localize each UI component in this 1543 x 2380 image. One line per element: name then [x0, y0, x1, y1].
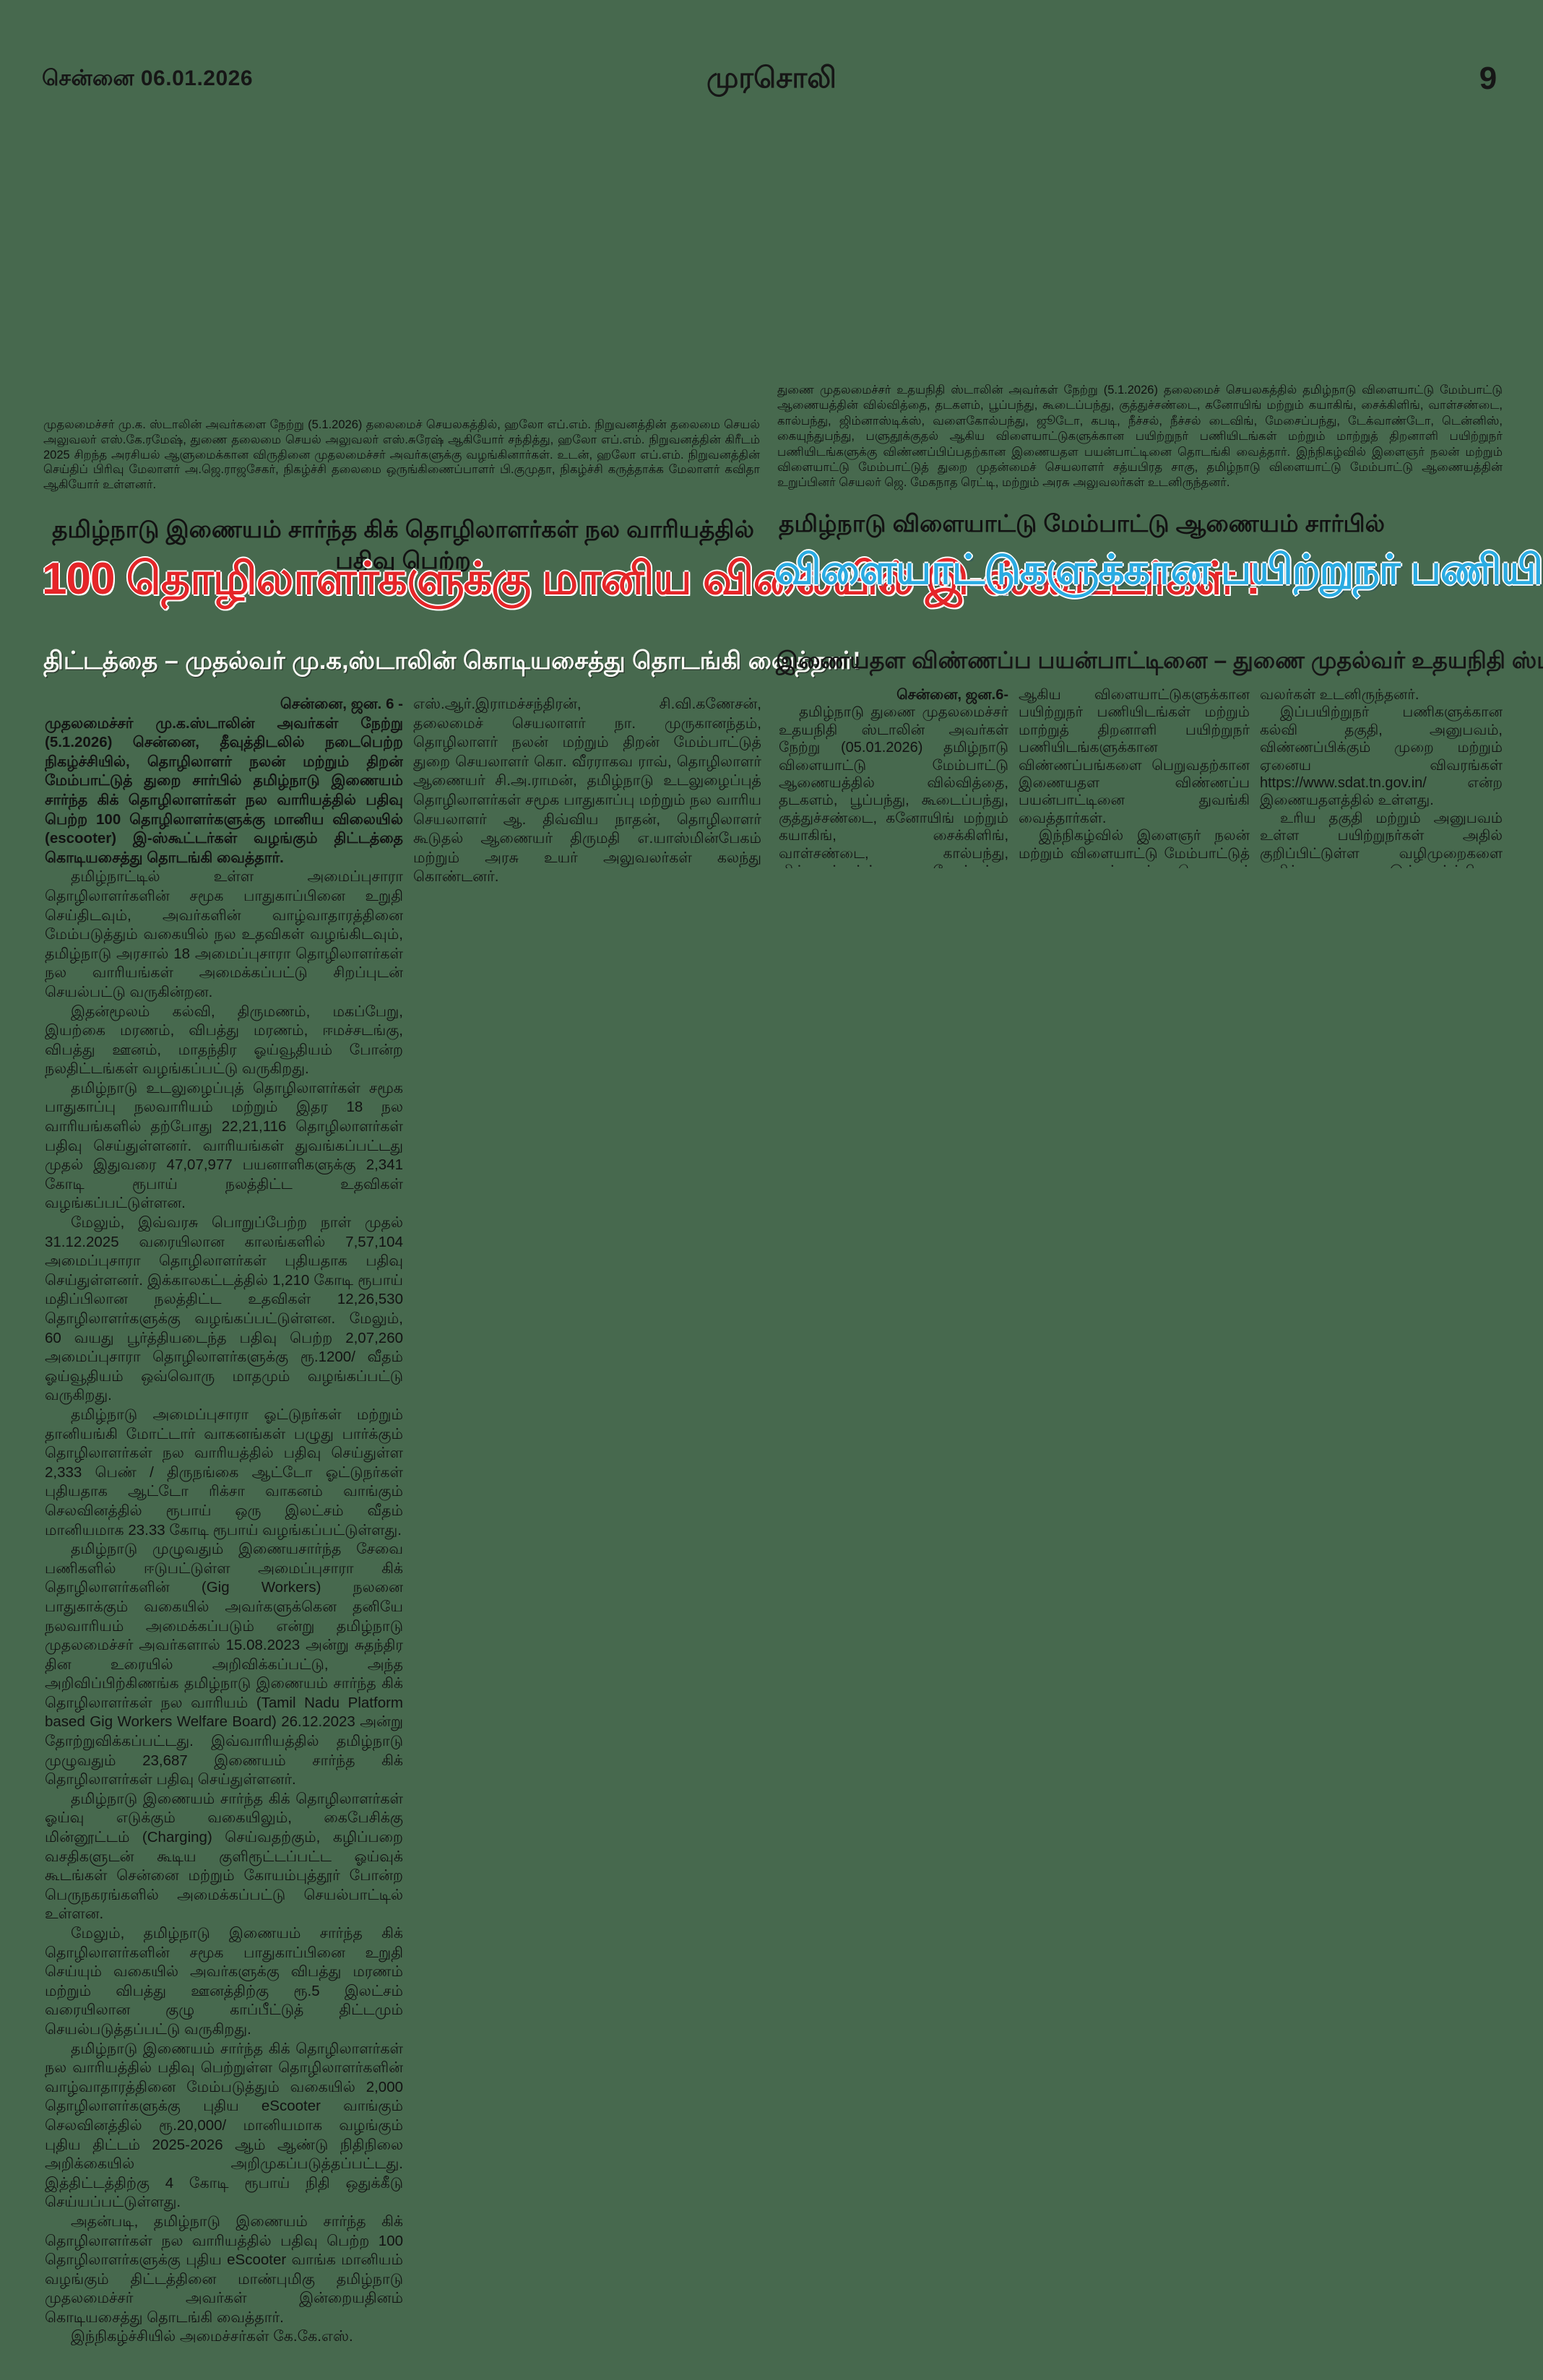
left-article-paragraph: தமிழ்நாடு அமைப்புசாரா ஓட்டுநர்கள் மற்றும…	[45, 1406, 403, 1539]
right-article-paragraph: இப்பயிற்றுநர் பணிகளுக்கான கல்வி தகுதி, அ…	[1260, 704, 1503, 809]
masthead-title: முரசொலி	[706, 62, 837, 94]
right-article-dateline: சென்னை, ஜன.6-	[896, 687, 1008, 703]
left-article-paragraph: தமிழ்நாட்டில் உள்ள அமைப்புசாரா தொழிலாளர்…	[45, 868, 403, 1000]
left-article-column-1: சென்னை, ஜன. 6 - முதலமைச்சர் மு.க.ஸ்டாலின…	[45, 695, 403, 2371]
left-article-paragraph: தமிழ்நாடு உடலுழைப்புத் தொழிலாளர்கள் சமூக…	[45, 1079, 403, 1212]
page-number: 9	[1479, 61, 1497, 96]
right-article-paragraph: இந்நிகழ்வில் இளைஞர் நலன் மற்றும் விளையாட…	[1019, 828, 1250, 868]
left-article-paragraph: மேலும், தமிழ்நாடு இணையம் சார்ந்த கிக் தொ…	[45, 1925, 403, 2038]
right-article-paragraph: வலர்கள் உடனிருந்தனர்.	[1260, 687, 1419, 703]
edition-date: சென்னை 06.01.2026	[42, 66, 254, 90]
left-article-paragraph: இந்நிகழ்ச்சியில் அமைச்சர்கள் கே.கே.எஸ்.	[71, 2328, 353, 2345]
left-article-paragraph: தமிழ்நாடு இணையம் சார்ந்த கிக் தொழிலாளர்க…	[45, 1790, 403, 1923]
left-article-paragraph: தமிழ்நாடு முழுவதும் இணையசார்ந்த சேவை பணி…	[45, 1541, 403, 1788]
left-photo-caption: முதலமைச்சர் மு.க. ஸ்டாலின் அவர்களை நேற்ற…	[43, 418, 760, 492]
left-article-kicker: தமிழ்நாடு இணையம் சார்ந்த கிக் தொழிலாளர்க…	[52, 516, 754, 574]
right-article-kicker: தமிழ்நாடு விளையாட்டு மேம்பாட்டு ஆணையம் ச…	[779, 510, 1385, 537]
left-article-paragraph: இதன்மூலம் கல்வி, திருமணம், மகப்பேறு, இயற…	[45, 1003, 403, 1078]
right-article-column-2: ஆகிய விளையாட்டுகளுக்கான பயிற்றுநர் பணியி…	[1019, 686, 1250, 868]
right-article-paragraph: தமிழ்நாடு துணை முதலமைச்சர் உதயநிதி ஸ்டால…	[779, 704, 1008, 868]
left-article-lead-paragraph: முதலமைச்சர் மு.க.ஸ்டாலின் அவர்கள் நேற்று…	[45, 714, 403, 866]
right-article-column-1: சென்னை, ஜன.6- தமிழ்நாடு துணை முதலமைச்சர்…	[779, 686, 1008, 868]
left-article-paragraph: தமிழ்நாடு இணையம் சார்ந்த கிக் தொழிலாளர்க…	[45, 2040, 403, 2211]
right-article-subheadline: இணையதள விண்ணப்ப பயன்பாட்டினை – துணை முதல…	[776, 647, 1543, 673]
left-article-subheadline: திட்டத்தை – முதல்வர் மு.க,ஸ்டாலின் கொடிய…	[43, 647, 861, 675]
right-article-paragraph: உரிய தகுதி மற்றும் அனுபவம் உள்ள பயிற்றுந…	[1260, 810, 1503, 868]
left-article-paragraph: மேலும், இவ்வரசு பொறுப்பேற்ற நாள் முதல் 3…	[45, 1214, 403, 1404]
right-article-column-3: வலர்கள் உடனிருந்தனர். இப்பயிற்றுநர் பணிக…	[1260, 686, 1503, 868]
left-article-paragraph: அதன்படி, தமிழ்நாடு இணையம் சார்ந்த கிக் த…	[45, 2212, 403, 2326]
right-article-paragraph: ஆகிய விளையாட்டுகளுக்கான பயிற்றுநர் பணியி…	[1019, 687, 1250, 826]
left-article-column-2: எஸ்.ஆர்.இராமச்சந்திரன், சி.வி.கணேசன், தல…	[413, 695, 761, 933]
left-article-continuation: எஸ்.ஆர்.இராமச்சந்திரன், சி.வி.கணேசன், தல…	[413, 696, 761, 886]
right-photo-caption: துணை முதலமைச்சர் உதயநிதி ஸ்டாலின் அவர்கள…	[777, 384, 1503, 490]
left-article-headline: 100 தொழிலாளர்களுக்கு மானிய விலையில் இ-ஸ்…	[42, 554, 1261, 604]
right-article-headline: விளையாட்டுகளுக்கான பயிற்றுநர் பணியிடங்கள…	[774, 547, 1543, 593]
left-article-dateline: சென்னை, ஜன. 6 -	[280, 696, 403, 712]
